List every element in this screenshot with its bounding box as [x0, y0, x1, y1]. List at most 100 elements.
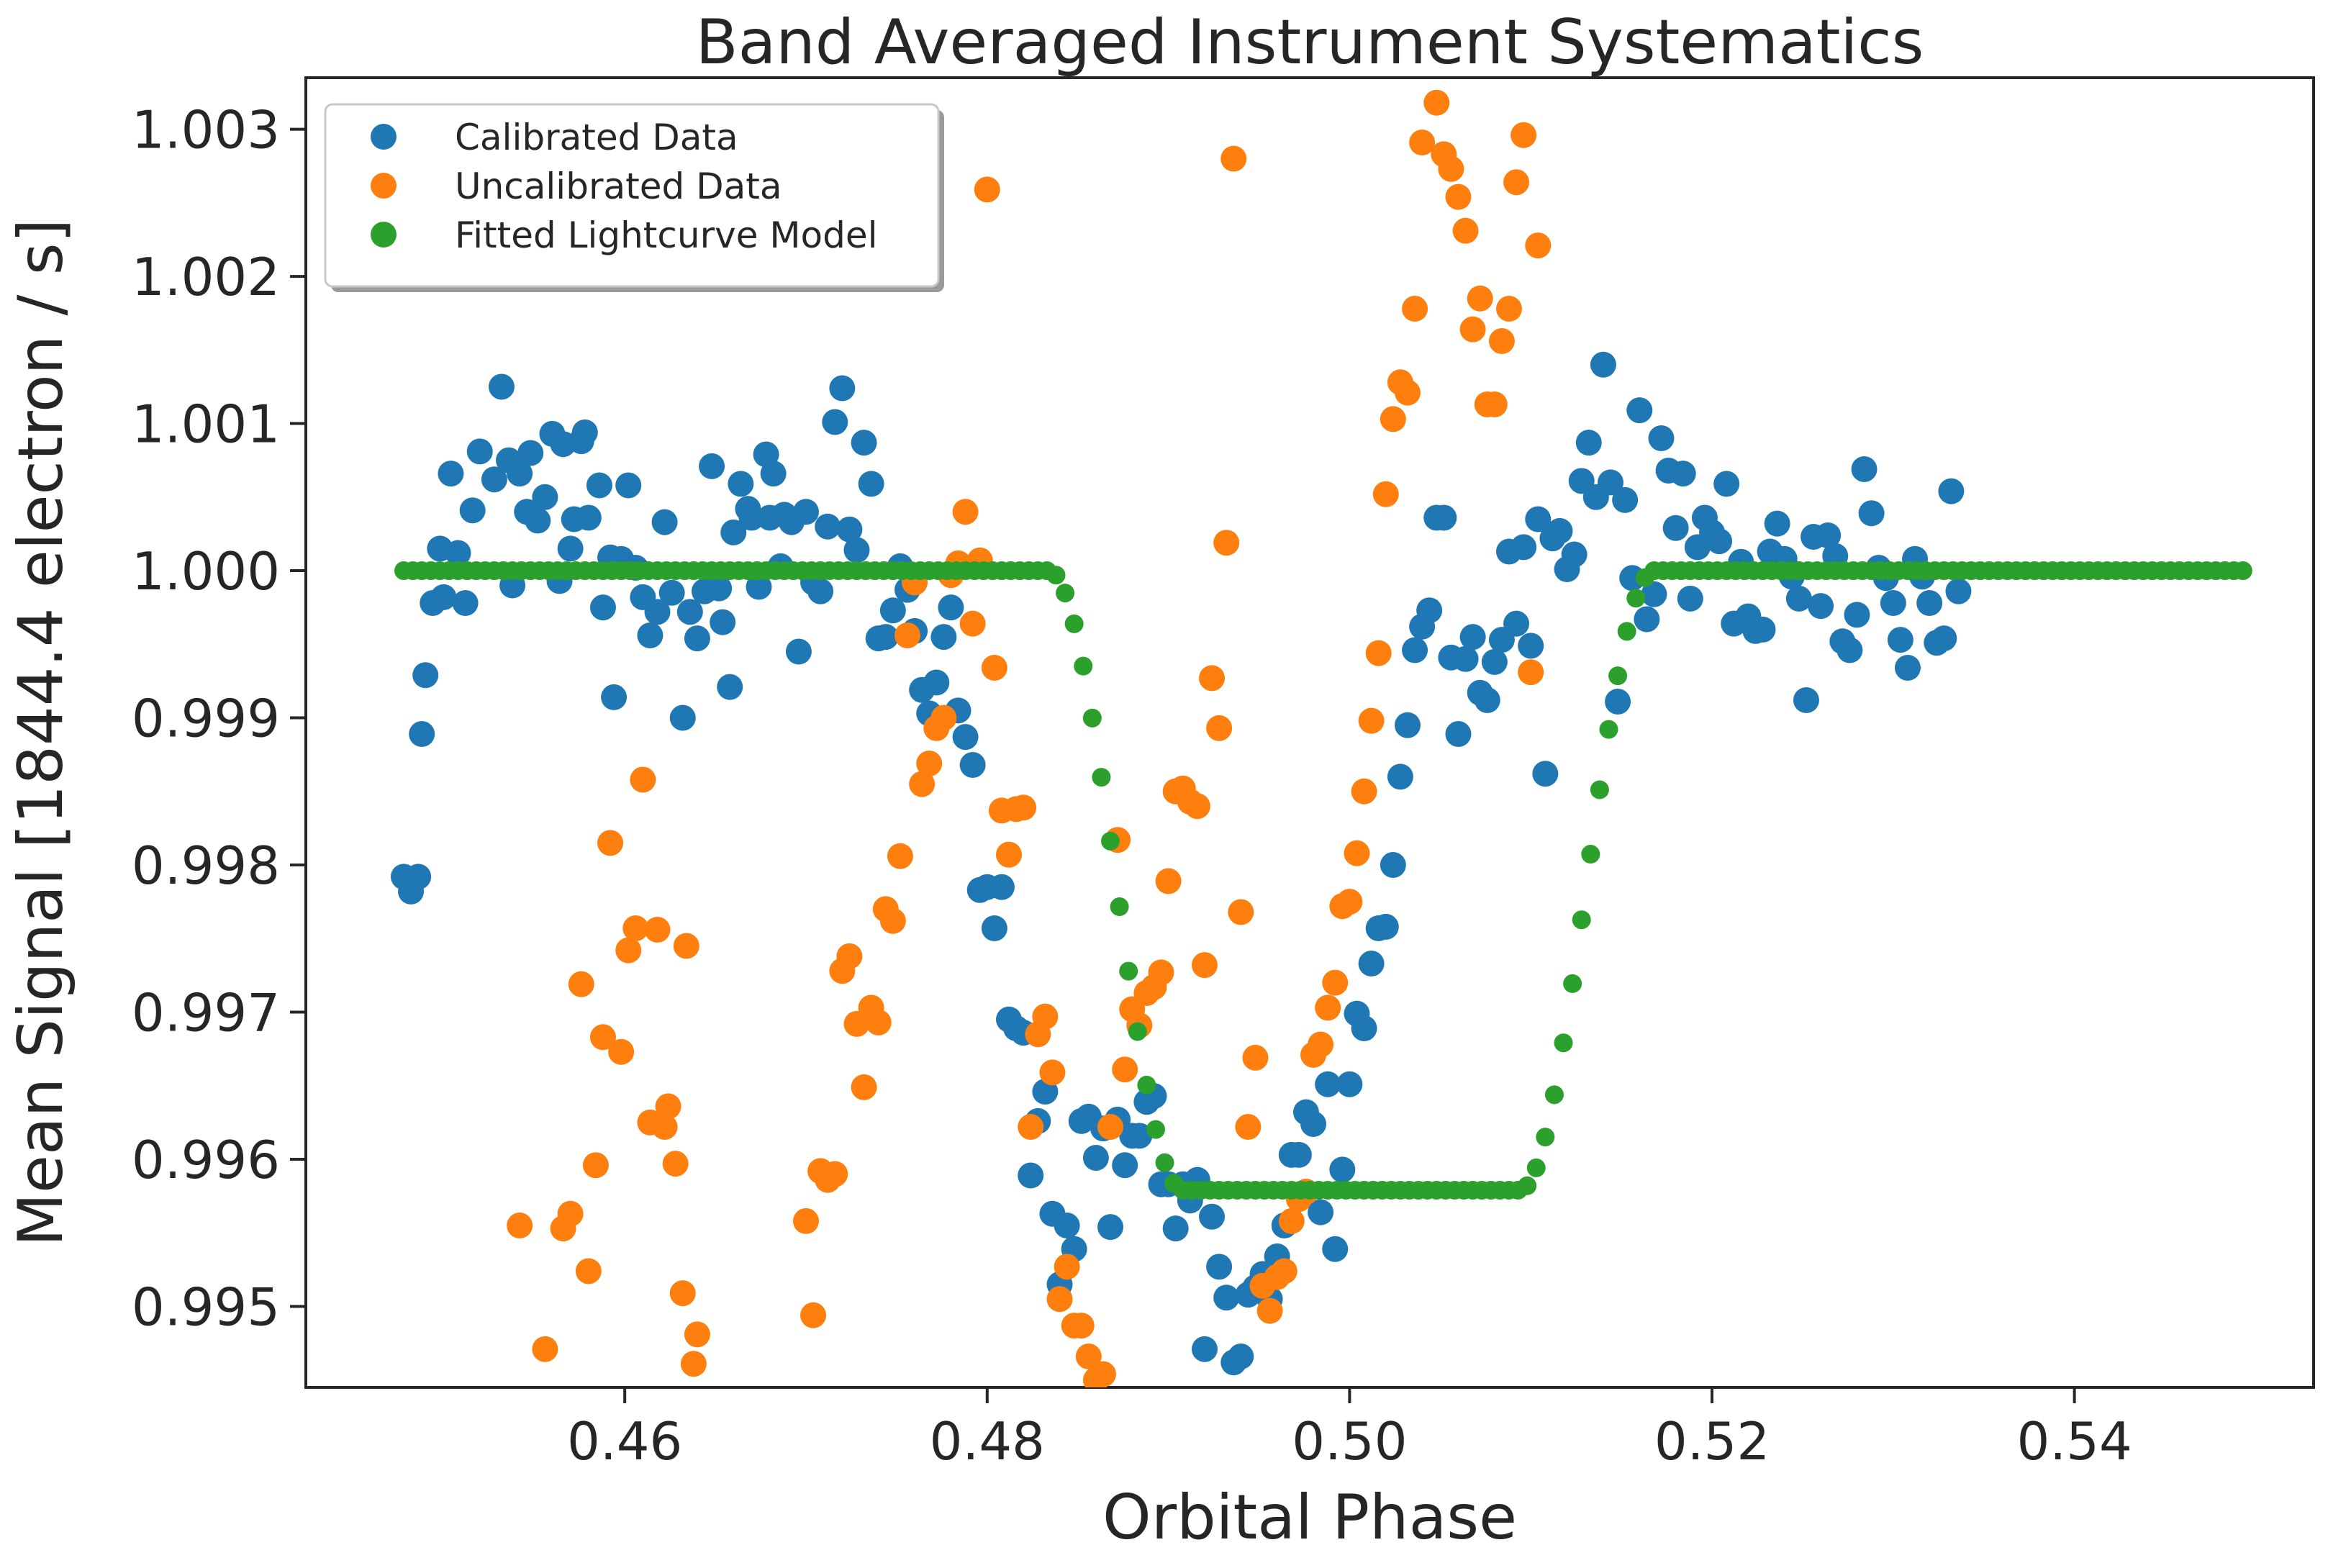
data-point [532, 484, 558, 510]
data-point [1119, 961, 1138, 981]
x-tick-label: 0.52 [1654, 1411, 1770, 1472]
data-point [1641, 581, 1667, 607]
series-2 [394, 561, 2252, 1200]
data-point [1242, 1044, 1269, 1071]
y-tick-label: 1.000 [132, 541, 280, 602]
legend-box [324, 103, 940, 288]
y-tick-label: 0.995 [132, 1277, 280, 1338]
data-point [571, 419, 598, 445]
data-point [746, 574, 772, 600]
data-point [1068, 1313, 1095, 1339]
x-tick-label: 0.46 [567, 1411, 682, 1472]
data-point [836, 516, 863, 543]
data-point [568, 971, 594, 997]
data-point [822, 409, 848, 435]
data-point [651, 1114, 678, 1141]
data-point [684, 1321, 710, 1348]
data-point [1764, 510, 1790, 537]
data-point [1677, 585, 1703, 612]
data-point [1137, 1075, 1156, 1095]
data-point [1459, 316, 1486, 343]
data-point [1308, 1031, 1334, 1058]
x-axis: 0.46 0.48 0.50 0.52 0.54 [567, 1387, 2132, 1472]
data-point [651, 509, 678, 535]
data-point [1452, 217, 1479, 244]
data-point [1488, 328, 1515, 355]
data-point [1394, 712, 1421, 738]
data-point [1590, 351, 1616, 378]
data-point [637, 622, 663, 649]
data-point [1300, 1110, 1327, 1137]
y-tick-label: 0.996 [132, 1130, 280, 1190]
data-point [1894, 655, 1921, 681]
data-point [710, 609, 736, 635]
data-point [1445, 721, 1472, 748]
data-point [1575, 430, 1602, 456]
data-point [1358, 707, 1385, 734]
legend-marker [371, 222, 397, 248]
data-point [1112, 1152, 1138, 1179]
data-point [1365, 640, 1392, 666]
data-point [728, 471, 754, 497]
data-point [1220, 145, 1247, 172]
legend-label: Uncalibrated Data [455, 166, 782, 207]
data-point [1090, 1361, 1116, 1387]
data-point [1336, 1071, 1363, 1097]
data-point [445, 540, 471, 566]
data-point [557, 1200, 584, 1227]
data-point [597, 830, 624, 856]
data-point [1459, 624, 1486, 651]
y-tick-label: 1.002 [132, 247, 280, 307]
data-point [1590, 780, 1609, 799]
data-point [720, 519, 747, 545]
data-point [1056, 584, 1075, 603]
data-point [1409, 129, 1436, 155]
data-point [1481, 391, 1508, 417]
data-point [1336, 889, 1363, 915]
data-point [1445, 183, 1472, 210]
data-point [792, 499, 819, 525]
data-point [800, 1302, 827, 1328]
data-point [792, 1207, 819, 1234]
data-point [2233, 561, 2252, 581]
data-point [887, 843, 913, 869]
data-point [589, 594, 616, 621]
y-tick-label: 0.999 [132, 689, 280, 749]
data-point [586, 472, 612, 499]
data-point [1256, 1297, 1283, 1324]
data-point [1599, 720, 1618, 739]
data-point [1526, 1158, 1546, 1177]
data-point [1544, 1085, 1564, 1105]
data-point [1322, 969, 1349, 996]
data-point [1082, 708, 1102, 728]
x-tick-label: 0.50 [1292, 1411, 1407, 1472]
data-point [1199, 1203, 1226, 1230]
data-point [1836, 637, 1863, 663]
data-point [655, 1093, 681, 1120]
data-point [1380, 406, 1406, 432]
data-point [488, 373, 515, 400]
data-point [1394, 379, 1421, 406]
data-point [1495, 296, 1522, 322]
legend-marker [371, 124, 397, 150]
data-point [1191, 1336, 1218, 1362]
data-point [481, 466, 507, 493]
data-point [1155, 868, 1182, 894]
plot-area [304, 76, 2315, 1389]
data-point [1662, 515, 1689, 541]
data-point [923, 669, 950, 696]
data-point [1634, 606, 1660, 633]
data-point [1285, 1141, 1312, 1168]
data-point [1945, 578, 1972, 604]
data-point [717, 674, 743, 700]
data-point [699, 453, 725, 479]
data-point [1054, 1254, 1080, 1280]
data-point [909, 771, 936, 797]
data-point [1213, 1284, 1240, 1311]
data-point [1518, 633, 1544, 659]
data-point [1423, 89, 1450, 116]
data-point [1054, 1213, 1080, 1239]
data-point [1452, 645, 1479, 672]
data-point [1148, 959, 1174, 986]
